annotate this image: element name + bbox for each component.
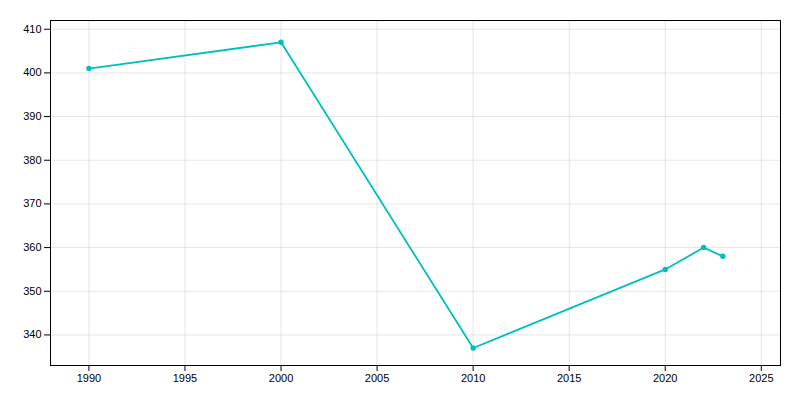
svg-text:2000: 2000 [269,372,293,384]
svg-text:2015: 2015 [557,372,581,384]
svg-text:2025: 2025 [749,372,773,384]
svg-text:2005: 2005 [365,372,389,384]
svg-text:2020: 2020 [653,372,677,384]
svg-text:340: 340 [23,328,41,340]
svg-text:360: 360 [23,241,41,253]
svg-text:1995: 1995 [173,372,197,384]
svg-text:2010: 2010 [461,372,485,384]
svg-text:1990: 1990 [77,372,101,384]
svg-text:410: 410 [23,23,41,35]
svg-text:380: 380 [23,154,41,166]
svg-text:390: 390 [23,110,41,122]
svg-text:350: 350 [23,285,41,297]
svg-text:400: 400 [23,66,41,78]
svg-text:370: 370 [23,197,41,209]
